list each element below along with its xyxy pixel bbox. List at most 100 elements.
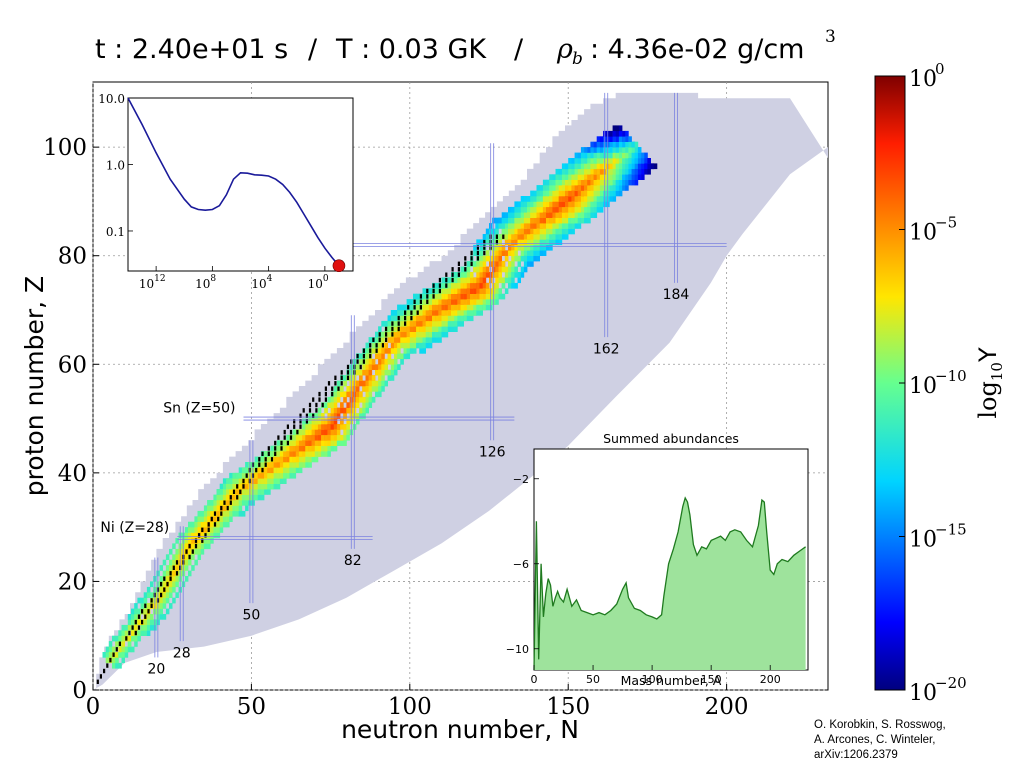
abundance-cell — [276, 478, 281, 484]
abundance-cell — [118, 646, 122, 653]
abundance-cell — [222, 516, 227, 522]
stable-isotope — [464, 256, 467, 261]
abundance-cell — [406, 348, 411, 354]
abundance-cell — [571, 223, 575, 229]
abundance-cell — [628, 158, 632, 164]
stable-isotope — [103, 668, 106, 674]
abundance-cell — [127, 619, 132, 626]
abundance-cell — [422, 326, 426, 332]
abundance-cell — [495, 255, 499, 262]
abundance-cell — [444, 288, 449, 294]
abundance-cell — [276, 467, 281, 474]
abundance-cell — [565, 185, 569, 191]
abundance-cell — [118, 662, 122, 669]
stable-isotope — [378, 337, 381, 342]
main-y-tick-label: 100 — [43, 135, 87, 161]
abundance-cell — [479, 293, 483, 300]
abundance-cell — [270, 467, 274, 474]
abundance-cell — [590, 147, 594, 153]
abundance-cell — [561, 212, 566, 218]
summed-abundance-line — [533, 496, 806, 671]
abundance-cell — [622, 168, 626, 175]
stable-isotope — [198, 533, 201, 538]
abundance-cell — [596, 190, 601, 197]
abundance-cell — [403, 304, 407, 311]
abundance-cell — [267, 462, 271, 468]
abundance-cell — [495, 250, 499, 256]
abundance-cell — [517, 234, 521, 240]
abundance-cell — [238, 500, 243, 506]
abundance-cell — [508, 250, 512, 256]
abundance-cell — [324, 445, 328, 452]
abundance-cell — [169, 592, 173, 598]
abundance-cell — [403, 326, 407, 332]
abundance-cell — [375, 386, 379, 392]
abundance-cell — [584, 179, 588, 186]
abundance-cell — [368, 358, 373, 365]
abundance-cell — [625, 174, 629, 180]
main-x-axis-label: neutron number, N — [341, 715, 579, 744]
abundance-cell — [511, 272, 515, 278]
stable-isotope — [255, 467, 258, 473]
abundance-cell — [511, 212, 515, 218]
abundance-cell — [441, 320, 445, 327]
stable-isotope — [106, 663, 109, 668]
abundance-cell — [124, 624, 129, 631]
abundance-cell — [466, 282, 471, 289]
abundance-cell — [587, 190, 591, 197]
abundance-cell — [343, 434, 347, 441]
abundance-cell — [558, 234, 563, 240]
stable-isotope — [286, 440, 289, 446]
abundance-cell — [454, 310, 458, 316]
abundance-cell — [384, 358, 388, 365]
abundance-cell — [283, 478, 287, 484]
abundance-cell — [245, 505, 249, 512]
abundance-cell — [159, 576, 163, 582]
abundance-cell — [530, 234, 534, 240]
abundance-cell — [622, 185, 626, 191]
abundance-cell — [419, 315, 423, 322]
abundance-cell — [257, 467, 262, 474]
abundance-cell — [485, 288, 490, 294]
stable-isotope — [385, 332, 388, 337]
abundance-cell — [482, 277, 487, 284]
abundance-cell — [612, 168, 617, 175]
stable-isotope — [340, 381, 343, 386]
abundance-cell — [609, 130, 613, 137]
abundance-cell — [587, 152, 591, 159]
abundance-cell — [612, 136, 617, 142]
abundance-cell — [365, 348, 369, 354]
abundance-cell — [546, 185, 550, 191]
stable-isotope — [188, 554, 191, 560]
abundance-cell — [536, 217, 540, 224]
abundance-cell — [283, 445, 287, 452]
abundance-cell — [159, 597, 163, 604]
abundance-cell — [495, 217, 499, 224]
abundance-cell — [428, 315, 433, 322]
abundance-cell — [283, 462, 287, 468]
abundance-cell — [508, 223, 512, 229]
abundance-cell — [637, 152, 642, 159]
inset-summed-abundance-chart: Summed abundances 0 50 100 150 200−2−6−10 Ma… — [506, 431, 809, 688]
stable-isotope — [160, 592, 163, 598]
abundance-cell — [634, 179, 639, 186]
abundance-cell — [615, 163, 620, 170]
stable-isotope — [267, 451, 270, 456]
abundance-cell — [419, 331, 423, 338]
abundance-cell — [333, 413, 338, 419]
abundance-cell — [435, 320, 439, 327]
abundance-cell — [317, 451, 322, 457]
abundance-cell — [580, 196, 585, 202]
abundance-cell — [533, 201, 537, 208]
abundance-cell — [523, 250, 528, 256]
abundance-cell — [451, 288, 455, 294]
abundance-cell — [365, 369, 369, 376]
abundance-cell — [286, 472, 290, 479]
abundance-cell — [343, 391, 347, 398]
abundance-cell — [226, 494, 230, 501]
abundance-cell — [378, 391, 382, 398]
abundance-cell — [555, 239, 559, 246]
abundance-cell — [530, 223, 534, 229]
abundance-cell — [222, 521, 227, 528]
